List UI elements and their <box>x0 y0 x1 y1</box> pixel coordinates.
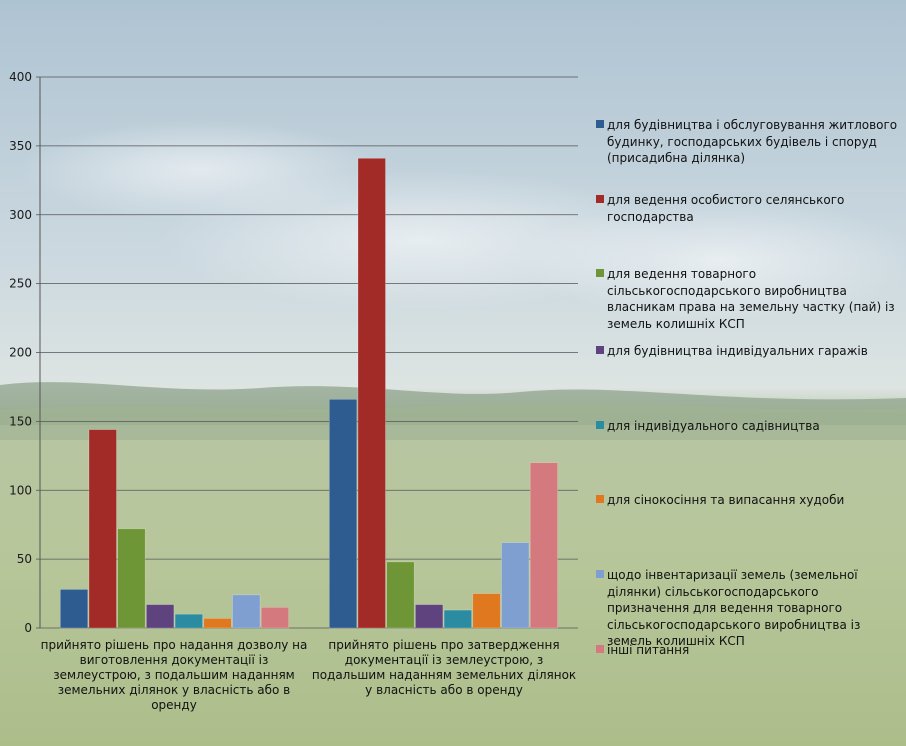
y-tick-label: 250 <box>9 277 32 291</box>
legend-label: для ведення особистого селянського госпо… <box>607 193 845 224</box>
bar <box>386 561 415 629</box>
legend-swatch <box>596 120 604 128</box>
bar <box>357 158 386 629</box>
legend-item: для ведення особистого селянського госпо… <box>596 192 902 225</box>
legend-label: для індивідуального садівництва <box>607 419 820 433</box>
legend-swatch <box>596 495 604 503</box>
bar <box>174 613 203 629</box>
y-tick-label: 200 <box>9 346 32 360</box>
legend-label: для сінокосіння та випасання худоби <box>607 493 845 507</box>
y-axis: 0 50 100 150 200 250 300 350 400 <box>9 70 41 635</box>
bar <box>501 542 530 629</box>
legend-swatch <box>596 645 604 653</box>
legend-item: для ведення товарного сільськогосподарсь… <box>596 266 902 332</box>
bar <box>529 462 559 629</box>
legend-label: для будівництва індивідуальних гаражів <box>607 344 868 358</box>
y-tick-label: 300 <box>9 208 32 222</box>
bar <box>415 604 444 629</box>
legend-label: інші питання <box>607 643 690 657</box>
bars <box>59 158 559 629</box>
legend-item: для сінокосіння та випасання худоби <box>596 492 902 509</box>
y-tick-label: 350 <box>9 139 32 153</box>
category-label: прийнято рішень про надання дозволу на в… <box>40 638 308 712</box>
bar <box>88 429 117 629</box>
bar <box>203 618 232 629</box>
bar <box>59 589 89 629</box>
legend-swatch <box>596 195 604 203</box>
category-label: прийнято рішень про затвердження докумен… <box>311 638 577 697</box>
legend-item: для будівництва і обслуговування житлово… <box>596 117 902 167</box>
bar <box>472 593 501 629</box>
bar <box>232 594 261 629</box>
legend-item: для будівництва індивідуальних гаражів <box>596 343 902 360</box>
legend-item: щодо інвентаризації земель (земельної ді… <box>596 567 902 650</box>
legend-label: для будівництва і обслуговування житлово… <box>607 118 898 165</box>
y-tick-label: 50 <box>17 552 32 566</box>
legend-item: інші питання <box>596 642 902 659</box>
legend-label: для ведення товарного сільськогосподарсь… <box>607 267 895 331</box>
bar <box>443 609 472 629</box>
bar <box>117 528 146 629</box>
legend-item: для індивідуального садівництва <box>596 418 902 435</box>
legend-swatch <box>596 421 604 429</box>
y-tick-label: 100 <box>9 483 32 497</box>
legend-swatch <box>596 346 604 354</box>
y-tick-label: 150 <box>9 414 32 428</box>
bar <box>146 604 175 629</box>
bar <box>328 398 358 629</box>
y-tick-label: 0 <box>24 621 32 635</box>
bar <box>260 606 290 629</box>
y-tick-label: 400 <box>9 70 32 84</box>
legend-swatch <box>596 570 604 578</box>
legend-label: щодо інвентаризації земель (земельної ді… <box>607 568 861 648</box>
legend-swatch <box>596 269 604 277</box>
